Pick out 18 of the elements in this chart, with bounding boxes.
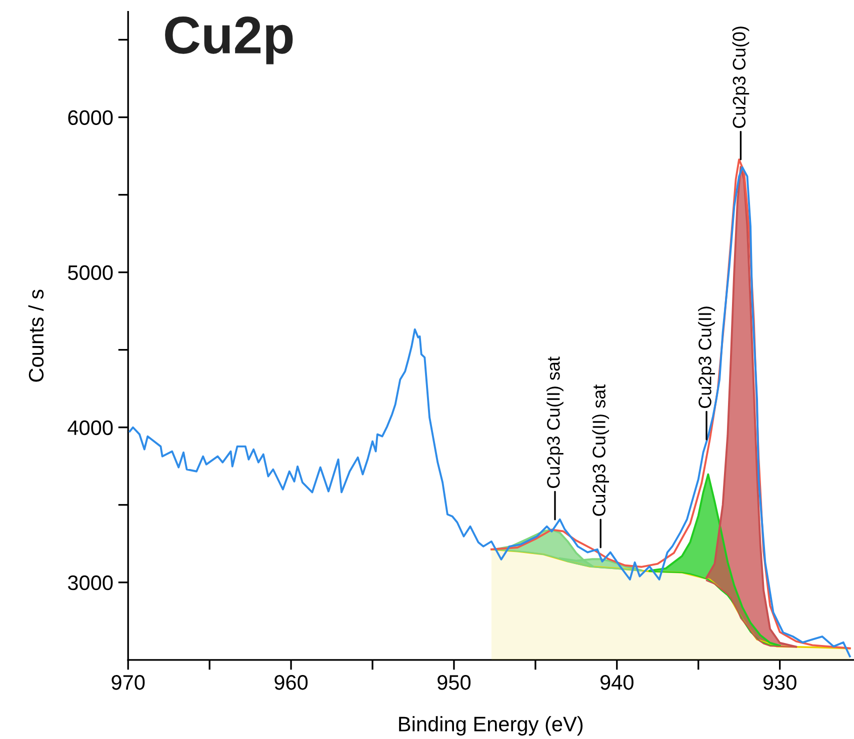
x-tick-label: 950: [438, 675, 471, 690]
y-tick-label: 4000: [68, 420, 113, 436]
y-tick-label: 3000: [68, 575, 113, 590]
x-axis-title: Binding Energy (eV): [399, 716, 583, 736]
x-tick-label: 970: [112, 675, 145, 690]
annotation: Cu2p3 Cu(II) sat: [546, 356, 564, 488]
y-tick-label: 6000: [68, 110, 113, 126]
chart-title: Cu2p: [165, 16, 293, 64]
annotation: Cu2p3 Cu(II) sat: [592, 384, 610, 516]
x-tick-label: 960: [274, 675, 308, 690]
annotation: Cu2p3 Cu(II): [698, 306, 715, 408]
annotation: Cu2p3 Cu(0): [732, 26, 750, 128]
line-series: [128, 166, 851, 658]
x-tick-label: 930: [763, 675, 796, 690]
y-axis-title: Counts / s: [28, 290, 44, 382]
x-tick-label: 940: [600, 675, 634, 690]
line-series: [490, 158, 851, 650]
y-tick-label: 5000: [68, 265, 113, 280]
